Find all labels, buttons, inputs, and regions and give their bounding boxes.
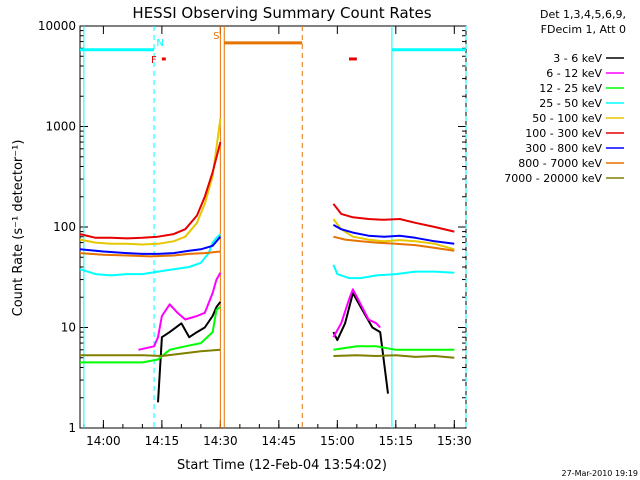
- x-tick-label: 14:30: [203, 434, 238, 448]
- series-line-3-6-kev: [332, 292, 389, 394]
- x-tick-label: 14:00: [86, 434, 121, 448]
- annotation-label-s: S: [213, 31, 219, 42]
- legend-label: 12 - 25 keV: [539, 82, 602, 95]
- legend-label: 50 - 100 keV: [532, 112, 602, 125]
- legend-entry: 800 - 7000 keV: [518, 157, 624, 170]
- legend-label: 7000 - 20000 keV: [504, 172, 602, 185]
- series-line-12-25-kev: [333, 345, 455, 351]
- x-tick-label: 15:15: [379, 434, 414, 448]
- legend-entry: 6 - 12 keV: [546, 67, 624, 80]
- chart-title: HESSI Observing Summary Count Rates: [132, 4, 431, 22]
- series-line-300-800-kev: [332, 224, 455, 245]
- legend-header-line-1: Det 1,3,4,5,6,9,: [540, 8, 626, 21]
- series-line-25-50-kev: [79, 233, 222, 277]
- legend-entry: 12 - 25 keV: [539, 82, 624, 95]
- y-axis-label: Count Rate (s⁻¹ detector⁻¹): [11, 140, 26, 317]
- legend-label: 3 - 6 keV: [553, 52, 602, 65]
- series-line-25-50-kev: [332, 264, 455, 280]
- y-tick-label: 1: [68, 421, 76, 435]
- legend-entry: 50 - 100 keV: [532, 112, 624, 125]
- series-line-100-300-kev: [79, 141, 222, 240]
- series-line-12-25-kev: [80, 306, 221, 364]
- y-tick-label: 100: [53, 220, 76, 234]
- series-line-100-300-kev: [332, 203, 455, 233]
- series-line-6-12-kev: [138, 272, 222, 351]
- x-tick-label: 14:45: [262, 434, 297, 448]
- legend-entry: 100 - 300 keV: [525, 127, 624, 140]
- x-tick-label: 15:00: [320, 434, 355, 448]
- annotation-label-f: F: [151, 55, 157, 66]
- series-line-6-12-kev: [332, 288, 381, 338]
- y-tick-label: 1000: [45, 120, 76, 134]
- y-tick-label: 10: [61, 321, 76, 335]
- footer-timestamp: 27-Mar-2010 19:19: [562, 469, 639, 478]
- y-tick-label: 10000: [38, 19, 76, 33]
- series-line-3-6-kev: [157, 301, 222, 403]
- plot-area: 1 10 100 1000 10000 14:00 14:15 14:30 14:45 15:00…: [38, 19, 472, 448]
- legend-entry: 25 - 50 keV: [539, 97, 624, 110]
- series-line-50-100-kev: [332, 218, 455, 251]
- legend-header-line-2: FDecim 1, Att 0: [541, 23, 626, 36]
- series-line-800-7000-kev: [79, 250, 221, 258]
- series-line-800-7000-kev: [333, 235, 455, 252]
- legend-label: 300 - 800 keV: [525, 142, 602, 155]
- legend-label: 800 - 7000 keV: [518, 157, 602, 170]
- x-tick-label: 15:30: [437, 434, 472, 448]
- series-line-7000-20000-kev: [80, 348, 221, 357]
- legend: 3 - 6 keV 6 - 12 keV 12 - 25 keV 25 - 50 ke…: [504, 52, 624, 185]
- legend-label: 100 - 300 keV: [525, 127, 602, 140]
- series-line-7000-20000-kev: [333, 354, 455, 359]
- legend-entry: 300 - 800 keV: [525, 142, 624, 155]
- legend-entry: 3 - 6 keV: [553, 52, 624, 65]
- legend-entry: 7000 - 20000 keV: [504, 172, 624, 185]
- legend-label: 25 - 50 keV: [539, 97, 602, 110]
- x-tick-label: 14:15: [145, 434, 180, 448]
- legend-label: 6 - 12 keV: [546, 67, 602, 80]
- series-line-300-800-kev: [79, 236, 222, 255]
- plot-frame: [79, 25, 467, 429]
- series-line-50-100-kev: [79, 118, 222, 246]
- annotation-label-n: N: [156, 38, 163, 49]
- x-axis-label: Start Time (12-Feb-04 13:54:02): [177, 458, 387, 473]
